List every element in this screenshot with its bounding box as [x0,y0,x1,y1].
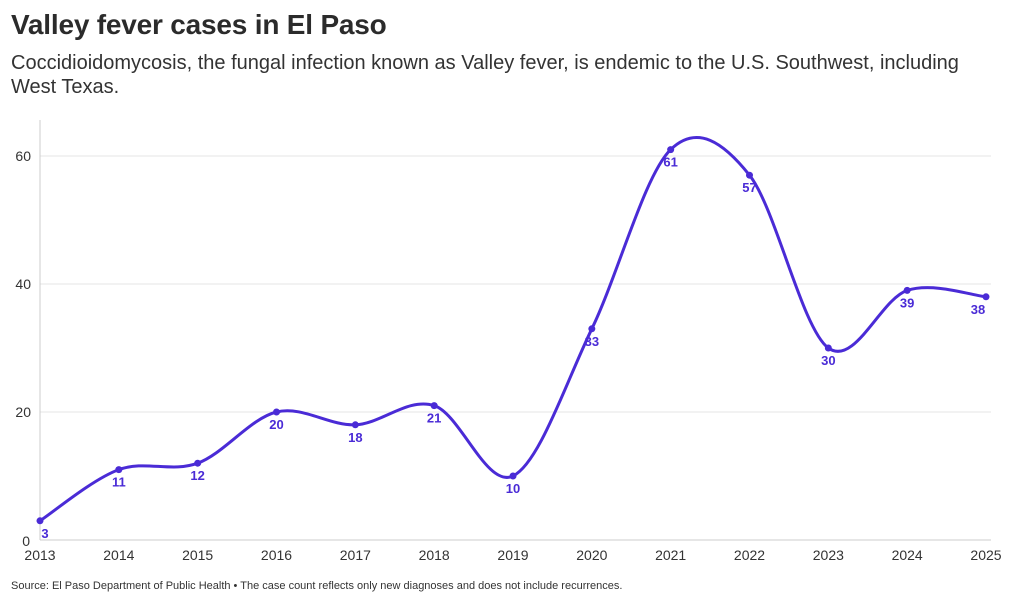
data-label: 30 [821,353,835,368]
data-label: 10 [506,481,520,496]
data-point [824,344,832,352]
x-tick-label: 2017 [340,547,371,563]
data-point [273,408,280,416]
data-label: 38 [971,302,985,317]
x-tick-label: 2014 [103,547,134,563]
data-label: 57 [742,180,756,195]
data-point [509,472,517,480]
data-points [36,146,990,525]
x-tick-label: 2019 [497,547,528,563]
data-label: 33 [585,334,599,349]
data-point [115,466,123,474]
x-tick-label: 2016 [261,547,292,563]
x-tick-label: 2020 [576,547,607,563]
gridlines [40,155,991,541]
y-tick-label: 0 [22,533,30,549]
data-point [982,293,990,301]
x-tick-label: 2023 [813,547,844,563]
data-point [588,325,596,333]
data-point [194,459,202,467]
x-tick-label: 2024 [892,547,923,563]
data-label: 11 [112,475,126,490]
x-tick-label: 2015 [182,547,213,563]
y-tick-label: 60 [15,148,31,164]
x-tick-label: 2013 [24,547,55,563]
x-tick-label: 2025 [970,547,1001,563]
series-line-cases [38,136,988,523]
data-point [36,517,44,525]
x-tick-label: 2022 [734,547,765,563]
data-point [667,146,675,154]
data-label: 12 [190,468,204,483]
x-tick-label: 2018 [419,547,450,563]
data-label: 3 [41,526,48,541]
data-label: 18 [348,430,362,445]
data-point [746,171,753,179]
data-label: 21 [427,411,441,426]
chart-title: Valley fever cases in El Paso [11,9,387,40]
data-label: 39 [900,295,914,310]
chart-subtitle: Coccidioidomycosis, the fungal infection… [11,52,959,98]
data-label: 20 [269,417,283,432]
data-label: 61 [663,155,677,170]
data-labels: 3 11 12 20 18 21 10 33 61 57 30 39 38 [41,155,985,541]
y-tick-label: 20 [15,404,31,420]
series-line-layer [38,136,988,523]
y-tick-label: 40 [15,276,31,292]
data-point [430,402,438,410]
source-note: Source: El Paso Department of Public Hea… [11,580,623,592]
x-tick-label: 2021 [655,547,686,563]
data-point [351,421,359,429]
data-point [903,286,911,294]
